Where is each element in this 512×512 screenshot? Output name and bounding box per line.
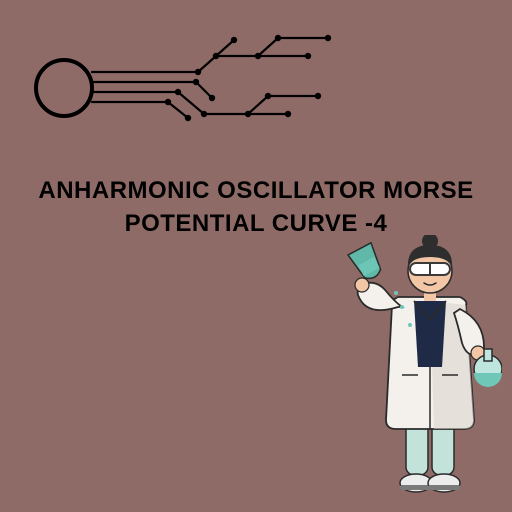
- slide-title-line1: ANHARMONIC OSCILLATOR MORSE: [0, 177, 512, 205]
- circuit-icon: [28, 18, 368, 128]
- scientist-illustration: [342, 235, 502, 503]
- slide-title-line2: POTENTIAL CURVE -4: [0, 210, 512, 238]
